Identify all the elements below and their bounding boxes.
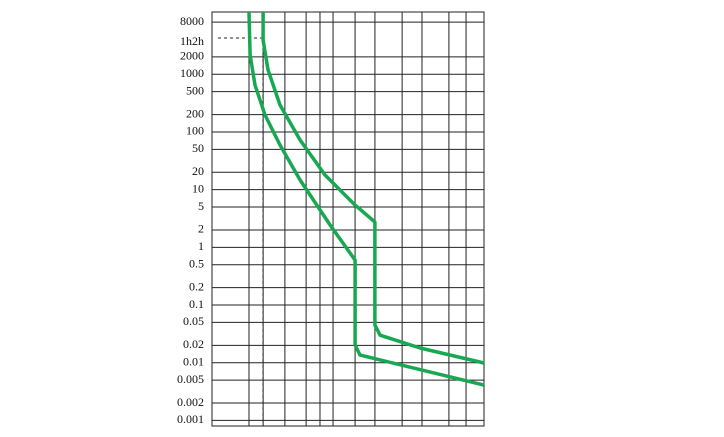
- y-tick-label: 500: [186, 83, 204, 97]
- y-tick-label: 100: [186, 124, 204, 138]
- y-tick-label: 1000: [180, 66, 204, 80]
- trip-curve: [261, 12, 485, 365]
- y-tick-label: 10: [192, 181, 204, 195]
- y-tick-label: 1h2h: [180, 34, 204, 48]
- y-tick-label: 50: [192, 141, 204, 155]
- trip-curve: [247, 11, 485, 387]
- y-tick-label: 0.5: [189, 256, 204, 270]
- y-tick-label: 1: [198, 239, 204, 253]
- plot-frame: [211, 11, 485, 427]
- y-tick-label: 200: [186, 106, 204, 120]
- curves: [247, 11, 485, 387]
- y-tick-label: 0.1: [189, 297, 204, 311]
- y-tick-label: 2: [198, 222, 204, 236]
- y-tick-label: 0.005: [177, 372, 204, 386]
- y-tick-label: 0.2: [189, 279, 204, 293]
- y-tick-label: 8000: [180, 14, 204, 28]
- y-tick-label: 0.001: [177, 412, 204, 426]
- y-tick-label: 0.01: [183, 354, 204, 368]
- y-tick-label: 2000: [180, 49, 204, 63]
- y-tick-label: 20: [192, 164, 204, 178]
- y-tick-label: 0.02: [183, 337, 204, 351]
- y-tick-label: 0.05: [183, 314, 204, 328]
- y-tick-label: 0.002: [177, 395, 204, 409]
- reference-line: [218, 37, 264, 426]
- y-tick-label: 5: [198, 199, 204, 213]
